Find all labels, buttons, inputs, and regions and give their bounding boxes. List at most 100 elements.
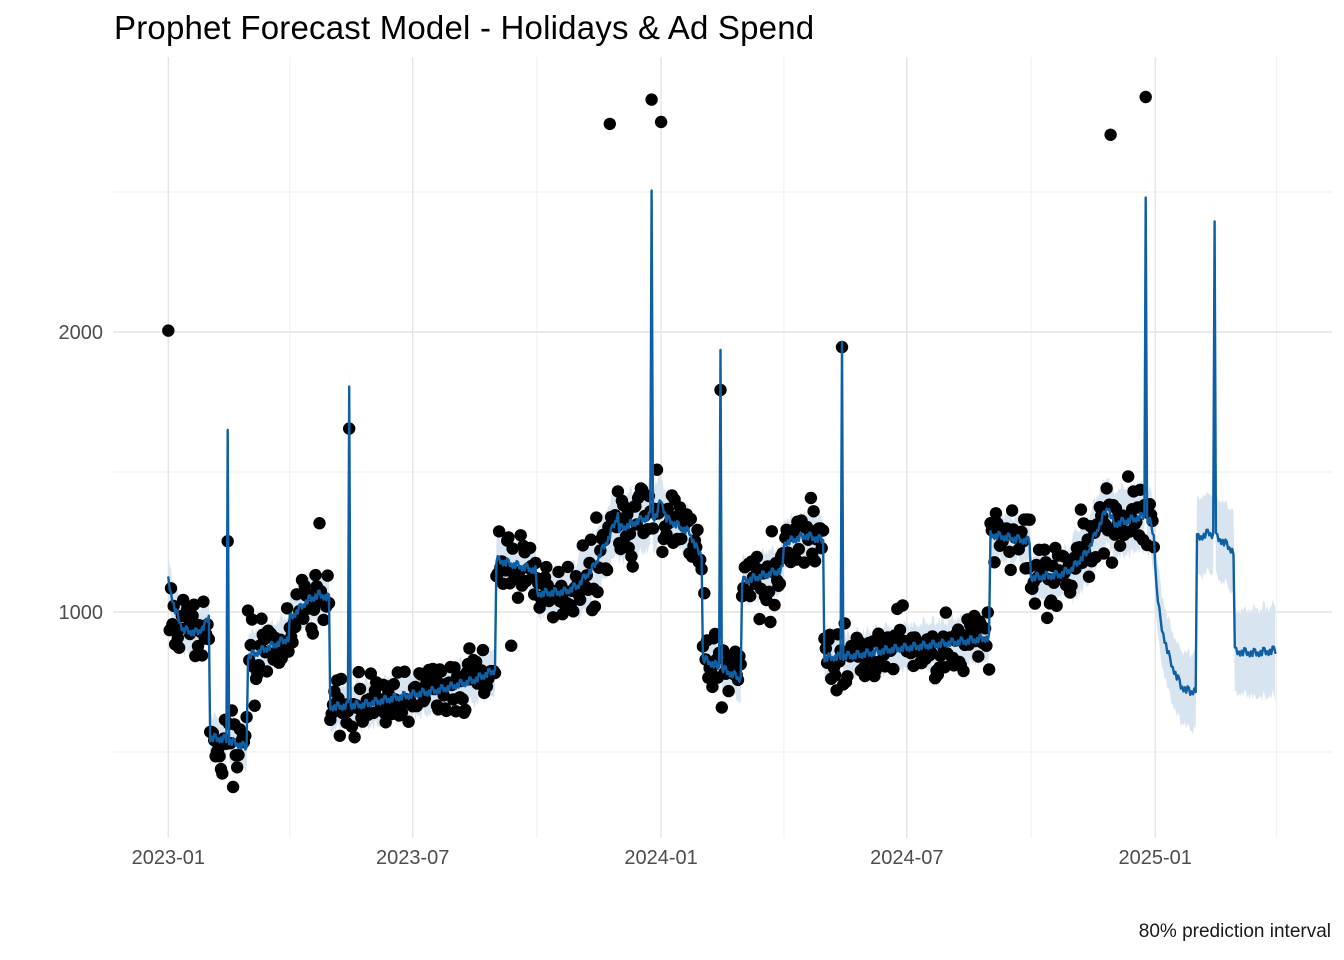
data-point: [646, 522, 660, 535]
y-tick-label: 1000: [59, 602, 104, 624]
data-point: [398, 665, 411, 678]
data-point: [306, 627, 319, 640]
data-point: [768, 598, 781, 612]
data-point: [197, 595, 210, 608]
data-point: [239, 729, 252, 742]
data-point: [1050, 599, 1063, 612]
data-point: [1122, 470, 1135, 483]
data-point: [195, 649, 209, 662]
data-point: [171, 631, 184, 644]
data-point: [231, 761, 244, 774]
data-point: [980, 639, 993, 652]
data-point: [982, 663, 996, 676]
data-point: [440, 704, 453, 718]
data-point: [244, 638, 257, 652]
x-tick-label: 2025-01: [1118, 847, 1191, 869]
data-point: [972, 650, 985, 663]
data-point: [321, 569, 334, 582]
data-point: [1005, 504, 1019, 517]
data-point: [617, 499, 630, 512]
data-point: [989, 507, 1003, 520]
data-point: [591, 585, 604, 599]
data-point: [1023, 513, 1036, 526]
data-point: [816, 524, 830, 537]
data-point: [764, 615, 777, 629]
data-point: [290, 588, 303, 601]
data-point: [957, 664, 970, 678]
data-point: [514, 529, 527, 542]
data-point: [792, 542, 805, 556]
data-point: [1004, 563, 1017, 577]
data-point: [981, 606, 994, 619]
data-point: [1041, 611, 1054, 625]
data-point: [715, 701, 728, 714]
x-axis-tick-labels: 2023-01 2023-07 2024-01 2024-07 2025-01: [132, 847, 1192, 869]
data-point: [698, 587, 711, 600]
data-point: [660, 528, 673, 541]
data-point: [804, 491, 818, 505]
data-point: [656, 545, 669, 559]
data-point: [552, 565, 565, 579]
data-point: [1113, 539, 1127, 552]
data-point: [309, 568, 322, 582]
data-point: [463, 642, 476, 655]
data-point: [333, 729, 346, 742]
data-point: [379, 716, 392, 729]
data-point: [297, 612, 310, 625]
data-point: [317, 613, 330, 627]
data-point: [352, 665, 365, 679]
data-point: [893, 623, 907, 637]
data-point: [706, 680, 719, 694]
data-point: [395, 706, 409, 719]
data-point: [1082, 570, 1096, 583]
data-point: [226, 780, 240, 794]
y-axis-tick-labels: 1000 2000: [59, 322, 104, 624]
data-point: [511, 591, 525, 604]
data-point: [402, 715, 415, 728]
data-point: [654, 115, 668, 129]
data-point: [251, 668, 264, 681]
data-point: [348, 731, 361, 744]
data-point: [1038, 543, 1051, 556]
data-point: [567, 605, 580, 618]
data-point: [590, 511, 603, 524]
data-point: [1105, 556, 1119, 569]
data-point: [313, 517, 326, 530]
data-point: [1003, 545, 1016, 558]
data-point: [162, 324, 175, 337]
data-point: [540, 560, 553, 574]
gridlines-minor: [113, 57, 1332, 838]
data-point: [255, 612, 268, 625]
data-point: [815, 541, 828, 555]
data-point: [434, 665, 448, 678]
data-point: [623, 527, 637, 540]
forecast-line-path: [167, 189, 1277, 751]
data-point: [600, 563, 614, 577]
data-point: [896, 599, 909, 612]
data-point: [808, 555, 822, 568]
data-point: [626, 560, 639, 573]
data-point: [1139, 90, 1152, 104]
x-tick-label: 2024-07: [870, 847, 943, 869]
data-point: [529, 556, 542, 570]
data-point: [1065, 579, 1078, 592]
data-point: [459, 703, 472, 717]
data-point: [1097, 547, 1111, 560]
forecast-line: [167, 189, 1277, 751]
data-point: [694, 553, 707, 566]
data-point: [798, 556, 811, 569]
data-point: [556, 608, 569, 621]
data-point: [691, 523, 704, 537]
data-point: [1074, 503, 1088, 516]
data-point: [546, 611, 560, 624]
chart-title: Prophet Forecast Model - Holidays & Ad S…: [114, 9, 815, 46]
data-point: [1100, 482, 1113, 495]
data-point: [887, 662, 900, 676]
data-point: [216, 767, 229, 780]
data-point: [561, 560, 575, 574]
data-point: [750, 550, 764, 564]
data-point: [164, 582, 178, 595]
data-point: [684, 512, 697, 526]
